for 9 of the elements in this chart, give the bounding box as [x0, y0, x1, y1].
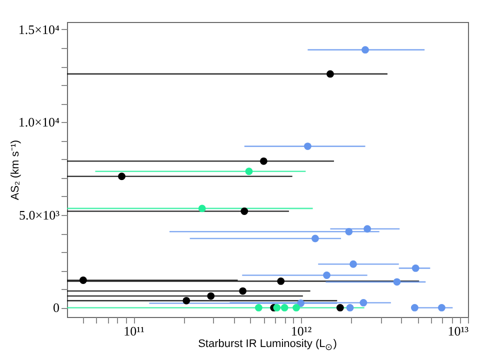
y-tick-label: 1.5×10⁴	[18, 22, 60, 37]
y-tick-label: 1.0×10⁴	[18, 114, 60, 130]
x-tick-label: 10¹²	[290, 324, 312, 338]
y-axis-title: AS₂ (km s⁻¹)	[8, 140, 22, 200]
x-axis-title: Starburst IR Luminosity (L$_{⊙}$)	[197, 338, 338, 352]
x-tick-label: 10¹¹	[124, 324, 145, 338]
y-tick-label: 5.0×10³	[19, 207, 60, 222]
y-tick-label: 0	[53, 300, 60, 316]
x-tick-label: 10¹³	[448, 324, 469, 338]
